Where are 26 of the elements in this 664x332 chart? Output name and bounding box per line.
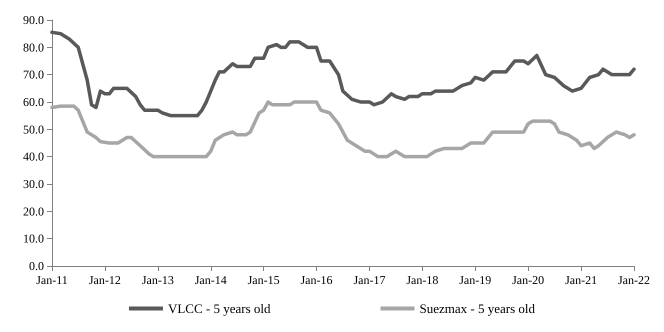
x-tick-label: Jan-16 [300, 273, 332, 287]
y-tick-label: 10.0 [23, 232, 44, 246]
y-tick-label: 30.0 [23, 177, 44, 191]
legend-label: VLCC - 5 years old [168, 301, 272, 316]
x-tick-label: Jan-18 [406, 273, 438, 287]
x-tick-label: Jan-14 [194, 273, 227, 287]
x-tick-label: Jan-13 [142, 273, 174, 287]
x-tick-label: Jan-17 [354, 273, 386, 287]
legend-label: Suezmax - 5 years old [420, 301, 536, 316]
line-series [50, 100, 636, 158]
line-series [50, 30, 636, 118]
y-tick-label: 70.0 [23, 68, 44, 82]
x-tick-label: Jan-12 [88, 273, 121, 287]
x-tick-label: Jan-20 [512, 273, 544, 287]
x-tick-label: Jan-11 [36, 273, 68, 287]
x-tick-label: Jan-22 [618, 273, 650, 287]
y-tick-label: 20.0 [23, 204, 44, 218]
x-tick-label: Jan-15 [248, 273, 280, 287]
y-tick-label: 60.0 [23, 95, 44, 109]
y-tick-label: 0.0 [29, 259, 44, 273]
y-tick-label: 80.0 [23, 40, 44, 54]
y-tick-label: 50.0 [23, 122, 44, 136]
x-tick-label: Jan-21 [565, 273, 598, 287]
y-tick-label: 40.0 [23, 150, 44, 164]
x-tick-label: Jan-19 [459, 273, 492, 287]
y-tick-label: 90.0 [23, 13, 44, 27]
